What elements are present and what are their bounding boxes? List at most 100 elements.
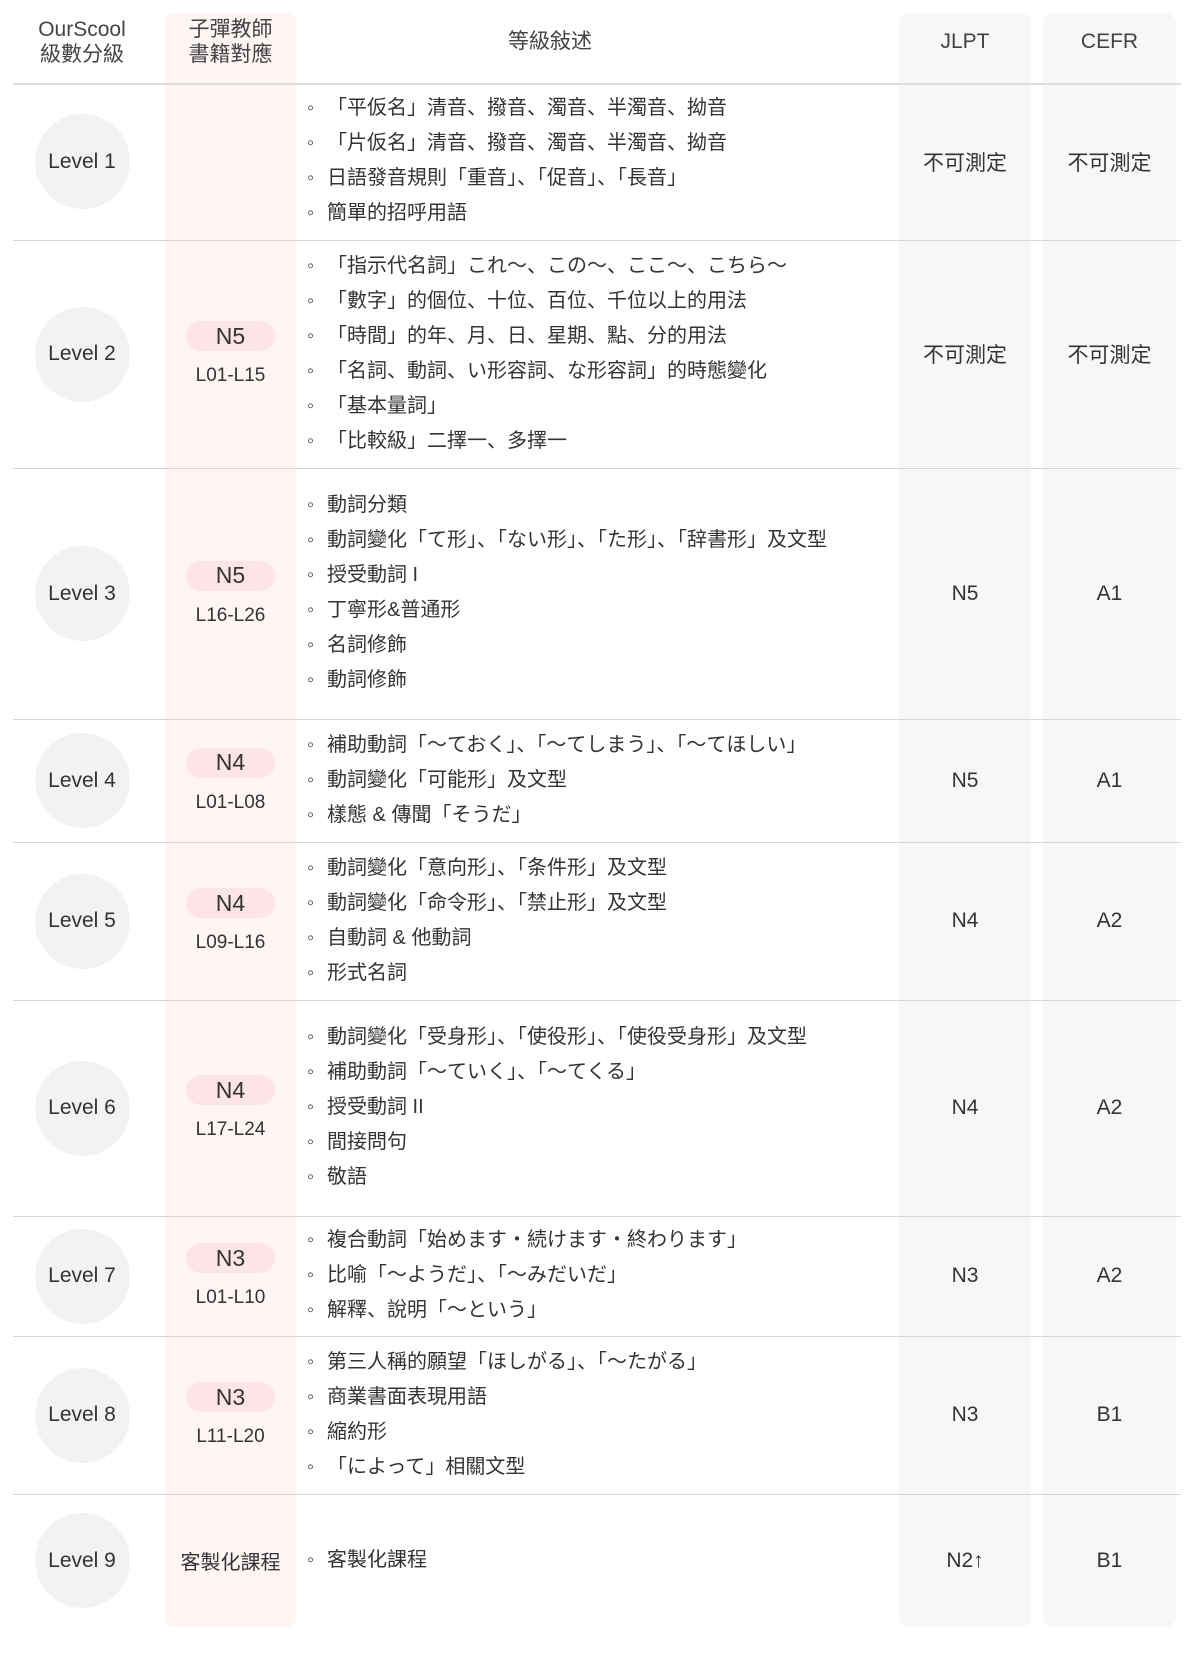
table-header: OurScool 級數分級 子彈教師 書籍對應 等級敍述 JLPT CEFR [13,0,1181,85]
table-row: Level 1 「平仮名」清音、撥音、濁音、半濁音、拗音「片仮名」清音、撥音、濁… [13,83,1181,241]
cefr-value: A2 [1096,1096,1123,1119]
description-list: 「指示代名詞」これ〜、この〜、ここ〜、こちら〜「數字」的個位、十位、百位、千位以… [305,244,865,465]
description-cell: 第三人稱的願望「ほしがる」、「〜たがる」商業書面表現用語縮約形「によって」相關文… [305,1336,885,1494]
description-item: 動詞分類 [305,494,865,516]
description-item: 敬語 [305,1166,865,1188]
cefr-value: 不可測定 [1067,151,1152,175]
description-item: 商業書面表現用語 [305,1386,865,1408]
book-level-badge: N5 [186,560,275,591]
cefr-value: 不可測定 [1067,344,1152,367]
level-cell: Level 5 [13,842,151,1000]
description-item: 解釋、說明「〜という」 [305,1299,865,1321]
description-list: 動詞分類動詞變化「て形」、「ない形」、「た形」、「辞書形」及文型授受動詞 I 丁寧… [305,483,865,704]
level-circle: Level 6 [34,1060,130,1156]
cefr-column-background [1043,13,1176,1627]
level-cell: Level 9 [13,1494,151,1627]
book-level-badge: N3 [186,1382,275,1412]
description-list: 複合動詞「始めます・続けます・終わります」比喻「〜ようだ」、「〜みだいだ」解釋、… [305,1218,865,1334]
lesson-range: L11-L20 [196,1426,265,1447]
book-cell: 客製化課程 [165,1494,296,1627]
lesson-range: L09-L16 [195,932,266,953]
description-item: 名詞修飾 [305,634,865,656]
description-item: 第三人稱的願望「ほしがる」、「〜たがる」 [305,1351,865,1373]
jlpt-value: 不可測定 [923,344,1007,367]
description-item: 簡單的招呼用語 [305,202,865,224]
book-cell: N5 L01-L15 [165,240,296,468]
header-book-line1: 子彈教師 [188,17,273,41]
level-circle: Level 7 [34,1228,130,1324]
description-item: 補助動詞「〜ておく」、「〜てしまう」、「〜てほしい」 [305,734,865,756]
description-item: 動詞變化「意向形」、「条件形」及文型 [305,857,865,879]
description-item: 形式名詞 [305,962,865,984]
book-cell: N3 L01-L10 [165,1216,296,1336]
level-circle: Level 4 [34,733,130,828]
jlpt-value: 不可測定 [923,151,1007,175]
description-list: 動詞變化「受身形」、「使役形」、「使役受身形」及文型補助動詞「〜ていく」、「〜て… [305,1015,865,1201]
level-circle: Level 1 [34,114,130,209]
description-item: 「片仮名」清音、撥音、濁音、半濁音、拗音 [305,132,865,154]
level-circle: Level 8 [34,1367,130,1463]
cefr-value: A1 [1096,581,1123,605]
book-cell: N5 L16-L26 [165,468,296,719]
book-cell: N3 L11-L20 [165,1336,296,1494]
jlpt-value: N4 [951,1096,979,1119]
header-level-line2: 級數分級 [40,42,124,66]
level-cell: Level 7 [13,1216,151,1336]
description-list: 補助動詞「〜ておく」、「〜てしまう」、「〜てほしい」動詞變化「可能形」及文型樣態… [305,723,865,839]
description-list: 客製化課程 [305,1538,865,1584]
description-item: 「時間」的年、月、日、星期、點、分的用法 [305,325,865,347]
cefr-value: B1 [1096,1403,1123,1426]
description-item: 「によって」相關文型 [305,1456,865,1478]
header-cefr: CEFR [1080,30,1139,53]
lesson-range: L01-L15 [195,365,266,386]
description-cell: 複合動詞「始めます・続けます・終わります」比喻「〜ようだ」、「〜みだいだ」解釋、… [305,1216,885,1336]
description-item: 動詞變化「て形」、「ない形」、「た形」、「辞書形」及文型 [305,529,865,551]
description-list: 「平仮名」清音、撥音、濁音、半濁音、拗音「片仮名」清音、撥音、濁音、半濁音、拗音… [305,86,865,237]
table-row: Level 4 N4 L01-L08 補助動詞「〜ておく」、「〜てしまう」、「〜て… [13,719,1181,843]
description-item: 動詞變化「受身形」、「使役形」、「使役受身形」及文型 [305,1026,865,1048]
description-item: 動詞變化「可能形」及文型 [305,769,865,791]
header-jlpt: JLPT [940,30,990,53]
level-circle: Level 3 [34,546,130,641]
lesson-range: L17-L24 [195,1119,266,1140]
jlpt-value: N3 [951,1264,979,1287]
description-item: 動詞修飾 [305,669,865,691]
cefr-value: A2 [1096,1264,1123,1287]
table-row: Level 5 N4 L09-L16 動詞變化「意向形」、「条件形」及文型動詞變化… [13,842,1181,1001]
book-cell: N4 L17-L24 [165,1000,296,1216]
description-cell: 動詞變化「受身形」、「使役形」、「使役受身形」及文型補助動詞「〜ていく」、「〜て… [305,1000,885,1216]
description-item: 授受動詞 I [305,564,865,586]
table-row: Level 8 N3 L11-L20 第三人稱的願望「ほしがる」、「〜たがる」商業… [13,1336,1181,1495]
book-level-badge: N3 [186,1243,275,1273]
level-cell: Level 2 [13,240,151,468]
description-item: 自動詞 & 他動詞 [305,927,865,949]
lesson-range: L01-L08 [195,791,266,813]
description-cell: 客製化課程 [305,1494,885,1627]
description-item: 日語發音規則「重音」、「促音」、「長音」 [305,167,865,189]
level-circle: Level 2 [34,306,130,402]
description-item: 縮約形 [305,1421,865,1443]
jlpt-value: N2↑ [946,1548,984,1572]
level-cell: Level 4 [13,719,151,842]
description-item: 「平仮名」清音、撥音、濁音、半濁音、拗音 [305,97,865,119]
description-item: 動詞變化「命令形」、「禁止形」及文型 [305,892,865,914]
table-row: Level 3 N5 L16-L26 動詞分類動詞變化「て形」、「ない形」、「た形… [13,468,1181,720]
jlpt-value: N5 [951,581,979,605]
description-list: 動詞變化「意向形」、「条件形」及文型動詞變化「命令形」、「禁止形」及文型自動詞 … [305,846,865,997]
level-cell: Level 3 [13,468,151,719]
level-circle: Level 5 [34,873,130,969]
book-cell [165,83,296,240]
description-item: 比喻「〜ようだ」、「〜みだいだ」 [305,1264,865,1286]
jlpt-value: N3 [951,1403,979,1426]
header-book-line2: 書籍對應 [188,42,273,66]
jlpt-value: N4 [951,909,979,932]
description-item: 複合動詞「始めます・続けます・終わります」 [305,1229,865,1251]
description-cell: 補助動詞「〜ておく」、「〜てしまう」、「〜てほしい」動詞變化「可能形」及文型樣態… [305,719,885,842]
book-column-background [165,13,296,1627]
lesson-range: L16-L26 [195,604,266,626]
table-row: Level 6 N4 L17-L24 動詞變化「受身形」、「使役形」、「使役受身形… [13,1000,1181,1217]
custom-course-label: 客製化課程 [180,1552,281,1574]
table-row: Level 2 N5 L01-L15 「指示代名詞」これ〜、この〜、ここ〜、こちら… [13,240,1181,469]
book-level-badge: N4 [186,888,275,918]
description-item: 「比較級」二擇一、多擇一 [305,430,865,452]
